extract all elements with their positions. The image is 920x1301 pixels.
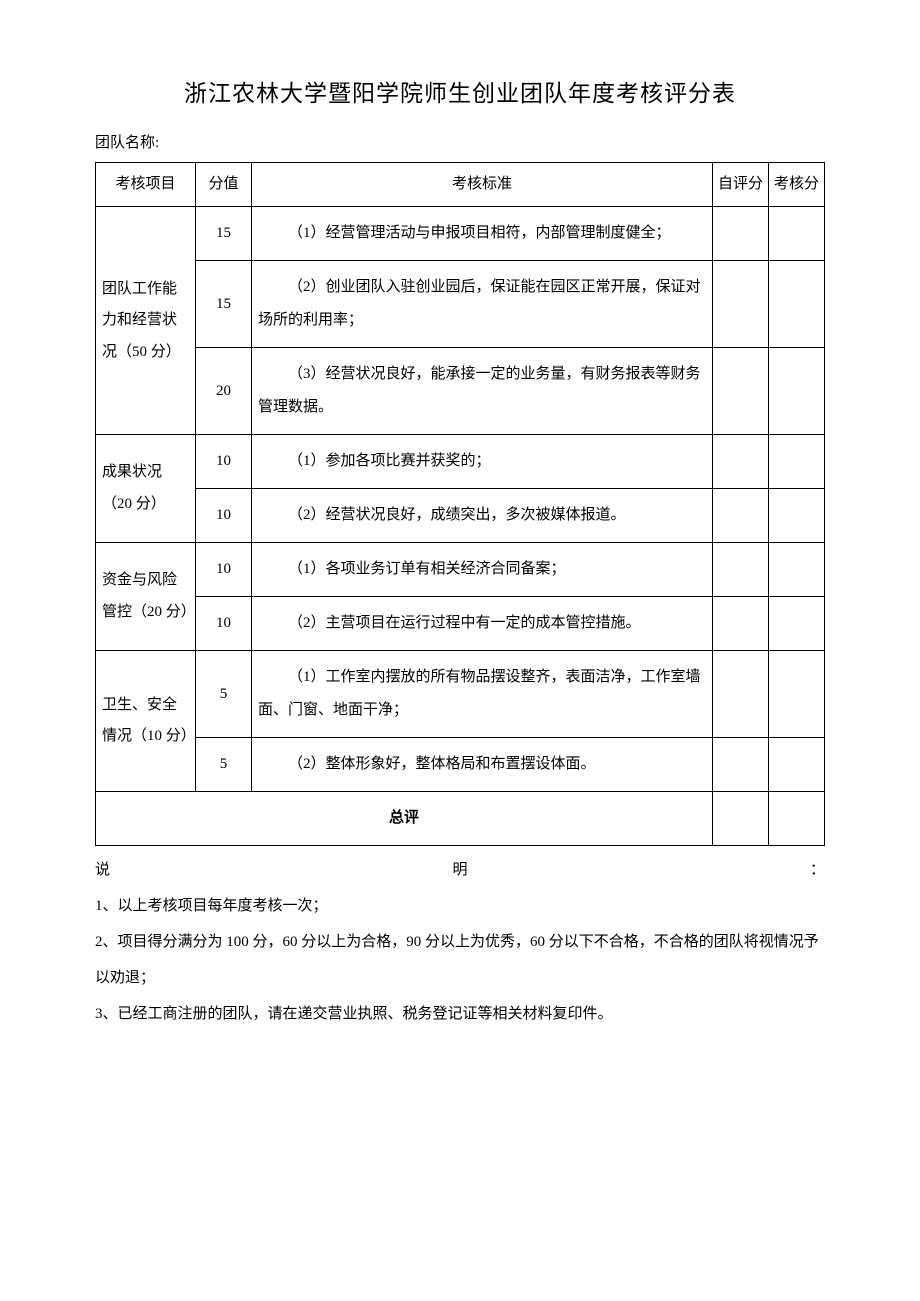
table-row: 资金与风险管控（20 分）10（1）各项业务订单有相关经济合同备案； [96,543,825,597]
table-header-row: 考核项目 分值 考核标准 自评分 考核分 [96,162,825,207]
criteria-text: （1）参加各项比赛并获奖的； [258,445,706,478]
self-score-cell[interactable] [713,651,769,738]
col-category: 考核项目 [96,162,196,207]
table-row: 卫生、安全情况（10 分）5（1）工作室内摆放的所有物品摆设整齐，表面洁净，工作… [96,651,825,738]
category-cell: 资金与风险管控（20 分） [96,543,196,651]
self-score-cell[interactable] [713,597,769,651]
criteria-cell: （2）经营状况良好，成绩突出，多次被媒体报道。 [252,489,713,543]
team-name-label: 团队名称: [95,128,825,160]
criteria-cell: （2）整体形象好，整体格局和布置摆设体面。 [252,738,713,792]
notes-header-left: 说 [95,852,110,888]
eval-score-cell[interactable] [769,489,825,543]
table-row: 20（3）经营状况良好，能承接一定的业务量，有财务报表等财务管理数据。 [96,348,825,435]
total-label: 总评 [96,792,713,846]
score-cell: 15 [196,207,252,261]
evaluation-table: 考核项目 分值 考核标准 自评分 考核分 团队工作能力和经营状况（50 分）15… [95,162,825,847]
table-row: 10（2）经营状况良好，成绩突出，多次被媒体报道。 [96,489,825,543]
criteria-cell: （3）经营状况良好，能承接一定的业务量，有财务报表等财务管理数据。 [252,348,713,435]
total-row: 总评 [96,792,825,846]
eval-score-cell[interactable] [769,207,825,261]
score-cell: 5 [196,738,252,792]
eval-score-cell[interactable] [769,543,825,597]
table-row: 成果状况（20 分）10（1）参加各项比赛并获奖的； [96,435,825,489]
category-cell: 成果状况（20 分） [96,435,196,543]
notes-item: 2、项目得分满分为 100 分，60 分以上为合格，90 分以上为优秀，60 分… [95,924,825,996]
eval-score-cell[interactable] [769,738,825,792]
criteria-cell: （1）参加各项比赛并获奖的； [252,435,713,489]
criteria-cell: （1）经营管理活动与申报项目相符，内部管理制度健全； [252,207,713,261]
score-cell: 10 [196,543,252,597]
notes-section: 说 明 ： 1、以上考核项目每年度考核一次； 2、项目得分满分为 100 分，6… [95,852,825,1032]
col-self: 自评分 [713,162,769,207]
total-self-cell[interactable] [713,792,769,846]
page-title: 浙江农林大学暨阳学院师生创业团队年度考核评分表 [95,70,825,118]
criteria-text: （2）整体形象好，整体格局和布置摆设体面。 [258,748,706,781]
table-row: 10（2）主营项目在运行过程中有一定的成本管控措施。 [96,597,825,651]
table-row: 5（2）整体形象好，整体格局和布置摆设体面。 [96,738,825,792]
col-criteria: 考核标准 [252,162,713,207]
criteria-text: （1）各项业务订单有相关经济合同备案； [258,553,706,586]
notes-header-right: ： [810,852,825,888]
table-row: 15（2）创业团队入驻创业园后，保证能在园区正常开展，保证对场所的利用率； [96,261,825,348]
criteria-cell: （2）创业团队入驻创业园后，保证能在园区正常开展，保证对场所的利用率； [252,261,713,348]
score-cell: 10 [196,435,252,489]
self-score-cell[interactable] [713,348,769,435]
eval-score-cell[interactable] [769,651,825,738]
self-score-cell[interactable] [713,435,769,489]
eval-score-cell[interactable] [769,348,825,435]
notes-item: 1、以上考核项目每年度考核一次； [95,888,825,924]
criteria-text: （3）经营状况良好，能承接一定的业务量，有财务报表等财务管理数据。 [258,358,706,424]
col-score: 分值 [196,162,252,207]
eval-score-cell[interactable] [769,261,825,348]
criteria-text: （1）经营管理活动与申报项目相符，内部管理制度健全； [258,217,706,250]
eval-score-cell[interactable] [769,435,825,489]
criteria-text: （2）经营状况良好，成绩突出，多次被媒体报道。 [258,499,706,532]
criteria-cell: （1）各项业务订单有相关经济合同备案； [252,543,713,597]
score-cell: 20 [196,348,252,435]
self-score-cell[interactable] [713,738,769,792]
notes-header: 说 明 ： [95,852,825,888]
eval-score-cell[interactable] [769,597,825,651]
criteria-text: （2）创业团队入驻创业园后，保证能在园区正常开展，保证对场所的利用率； [258,271,706,337]
self-score-cell[interactable] [713,261,769,348]
col-eval: 考核分 [769,162,825,207]
table-row: 团队工作能力和经营状况（50 分）15（1）经营管理活动与申报项目相符，内部管理… [96,207,825,261]
category-cell: 卫生、安全情况（10 分） [96,651,196,792]
score-cell: 15 [196,261,252,348]
self-score-cell[interactable] [713,207,769,261]
score-cell: 10 [196,597,252,651]
self-score-cell[interactable] [713,489,769,543]
self-score-cell[interactable] [713,543,769,597]
total-eval-cell[interactable] [769,792,825,846]
criteria-cell: （1）工作室内摆放的所有物品摆设整齐，表面洁净，工作室墙面、门窗、地面干净； [252,651,713,738]
score-cell: 10 [196,489,252,543]
criteria-text: （1）工作室内摆放的所有物品摆设整齐，表面洁净，工作室墙面、门窗、地面干净； [258,661,706,727]
criteria-text: （2）主营项目在运行过程中有一定的成本管控措施。 [258,607,706,640]
criteria-cell: （2）主营项目在运行过程中有一定的成本管控措施。 [252,597,713,651]
category-cell: 团队工作能力和经营状况（50 分） [96,207,196,435]
score-cell: 5 [196,651,252,738]
notes-header-mid: 明 [452,852,467,888]
notes-item: 3、已经工商注册的团队，请在递交营业执照、税务登记证等相关材料复印件。 [95,996,825,1032]
